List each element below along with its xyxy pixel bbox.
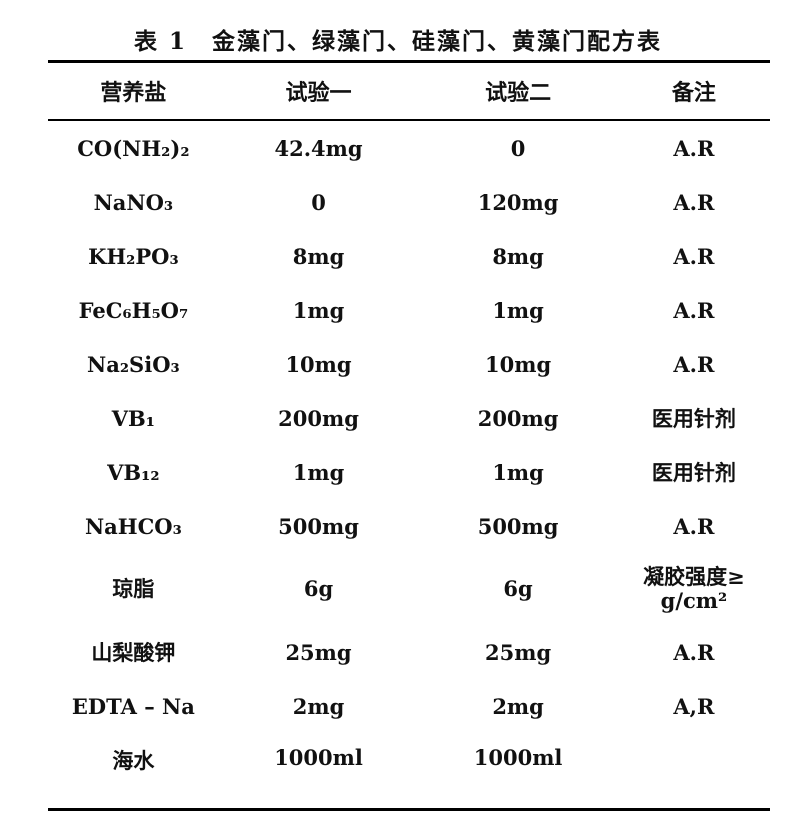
cell-trial2: 1mg: [492, 459, 544, 485]
cell-trial2: 1mg: [492, 297, 544, 323]
table-row: NaHCO₃ 500mg 500mg A.R: [48, 499, 770, 553]
column-header-trial1: 试验一: [285, 80, 352, 106]
formula-table: 营养盐 试验一 试验二 备注 CO(NH₂)₂ 42.4mg 0 A.R NaNO₃ 0 1…: [48, 60, 770, 811]
cell-note: A.R: [673, 297, 715, 323]
cell-trial1: 1mg: [292, 459, 345, 485]
cell-trial1: 1mg: [292, 297, 345, 323]
cell-trial2: 1000ml: [473, 745, 563, 770]
cell-note: A,R: [673, 693, 715, 719]
cell-trial1: 10mg: [285, 351, 352, 377]
cell-note: 医用针剂: [651, 406, 736, 431]
column-header-nutrient: 营养盐: [100, 80, 167, 106]
cell-name: Na₂SiO₃: [87, 351, 180, 377]
table-row: VB₁ 200mg 200mg 医用针剂: [48, 391, 770, 445]
table-row: EDTA – Na 2mg 2mg A,R: [48, 679, 770, 733]
table-row: CO(NH₂)₂ 42.4mg 0 A.R: [48, 120, 770, 175]
cell-name: EDTA – Na: [71, 693, 195, 719]
cell-trial2: 25mg: [485, 639, 552, 665]
cell-trial1: 8mg: [292, 243, 345, 269]
table-row: 琼脂 6g 6g 凝胶强度≥ g/cm²: [48, 553, 770, 625]
cell-name: VB₁: [111, 405, 155, 431]
cell-name: VB₁₂: [107, 459, 160, 485]
cell-name: 琼脂: [112, 576, 155, 601]
cell-trial1: 500mg: [278, 513, 359, 539]
cell-note: A.R: [673, 189, 715, 215]
cell-trial1: 200mg: [278, 405, 359, 431]
cell-trial1: 0: [311, 189, 326, 215]
table-row: Na₂SiO₃ 10mg 10mg A.R: [48, 337, 770, 391]
cell-trial2: 6g: [503, 576, 533, 601]
cell-name: NaHCO₃: [84, 513, 182, 539]
cell-trial1: 25mg: [285, 639, 352, 665]
cell-trial2: 8mg: [492, 243, 544, 269]
table-row: KH₂PO₃ 8mg 8mg A.R: [48, 229, 770, 283]
cell-note: A.R: [673, 639, 715, 665]
cell-trial1: 2mg: [292, 693, 345, 719]
table-header-row: 营养盐 试验一 试验二 备注: [48, 61, 770, 120]
table-row: 山梨酸钾 25mg 25mg A.R: [48, 625, 770, 679]
cell-name: 海水: [112, 748, 155, 773]
table-row: NaNO₃ 0 120mg A.R: [48, 175, 770, 229]
cell-note: 医用针剂: [651, 460, 736, 485]
cell-note: [618, 733, 770, 810]
cell-note: A.R: [673, 243, 715, 269]
cell-trial2: 2mg: [492, 693, 544, 719]
column-header-note: 备注: [671, 80, 716, 106]
cell-trial1: 42.4mg: [274, 135, 363, 161]
cell-trial1: 6g: [303, 576, 334, 601]
cell-trial1: 1000ml: [274, 745, 363, 770]
cell-name: CO(NH₂)₂: [77, 135, 190, 161]
cell-name: 山梨酸钾: [91, 640, 176, 665]
column-header-trial2: 试验二: [485, 80, 552, 106]
cell-trial2: 0: [510, 135, 526, 161]
cell-note: A.R: [673, 135, 715, 161]
table-title: 表 1 金藻门、绿藻门、硅藻门、黄藻门配方表: [133, 28, 662, 55]
table-row: FeC₆H₅O₇ 1mg 1mg A.R: [48, 283, 770, 337]
cell-note: A.R: [673, 513, 715, 539]
cell-name: FeC₆H₅O₇: [78, 297, 189, 323]
cell-note: A.R: [673, 351, 715, 377]
cell-trial2: 200mg: [477, 405, 559, 431]
cell-trial2: 500mg: [477, 513, 559, 539]
cell-trial2: 10mg: [485, 351, 552, 377]
cell-name: NaNO₃: [93, 189, 174, 215]
table-row: 海水 1000ml 1000ml: [48, 733, 770, 810]
cell-note: 凝胶强度≥ g/cm²: [643, 564, 745, 613]
cell-trial2: 120mg: [477, 189, 559, 215]
table-row: VB₁₂ 1mg 1mg 医用针剂: [48, 445, 770, 499]
cell-name: KH₂PO₃: [88, 243, 179, 269]
